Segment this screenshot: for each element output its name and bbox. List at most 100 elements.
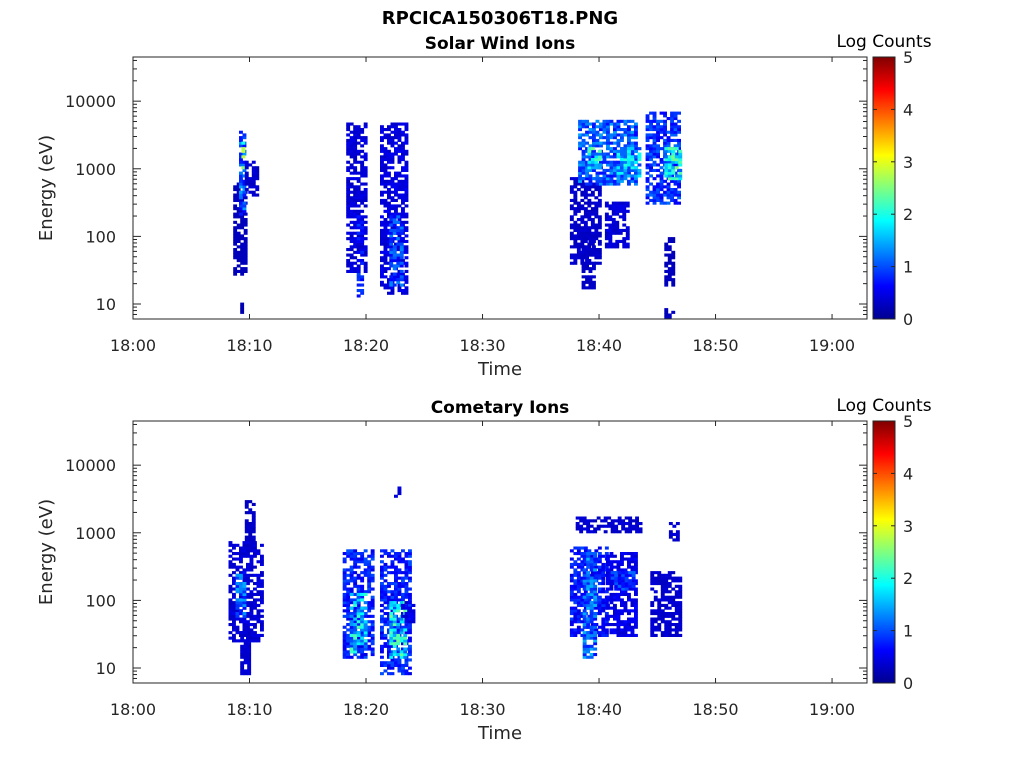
spectrogram-cell	[587, 228, 592, 232]
spectrogram-cell	[624, 571, 629, 575]
spectrogram-cell	[349, 628, 354, 632]
spectrogram-cell	[601, 628, 606, 632]
spectrogram-cell	[594, 253, 599, 257]
spectrogram-cell	[650, 625, 655, 629]
spectrogram-cell	[582, 609, 587, 613]
spectrogram-cell	[399, 653, 404, 657]
spectrogram-cell	[634, 133, 638, 137]
spectrogram-cell	[389, 639, 394, 643]
spectrogram-cell	[397, 592, 402, 596]
spectrogram-cell	[594, 166, 599, 170]
spectrogram-cell	[606, 179, 610, 183]
spectrogram-cell	[587, 259, 592, 263]
spectrogram-cell	[589, 568, 594, 572]
spectrogram-cell	[353, 149, 358, 153]
spectrogram-cell	[240, 269, 245, 273]
spectrogram-cell	[387, 595, 391, 599]
spectrogram-cell	[399, 636, 404, 640]
spectrogram-cell	[353, 601, 358, 605]
spectrogram-cell	[671, 283, 676, 287]
spectrogram-cell	[239, 603, 243, 607]
spectrogram-cell	[628, 527, 633, 531]
spectrogram-cell	[666, 185, 671, 189]
spectrogram-cell	[353, 190, 358, 194]
spectrogram-cell	[602, 141, 607, 145]
spectrogram-cell	[650, 620, 655, 624]
spectrogram-cell	[404, 128, 409, 132]
spectrogram-cell	[592, 280, 596, 284]
spectrogram-cell	[383, 182, 388, 186]
spectrogram-cell	[609, 565, 614, 569]
spectrogram-cell	[363, 152, 368, 156]
spectrogram-cell	[573, 223, 578, 227]
spectrogram-cell	[657, 573, 662, 577]
spectrogram-cell	[363, 220, 368, 224]
spectrogram-cell	[360, 174, 365, 178]
spectrogram-cell	[623, 149, 628, 153]
spectrogram-cell	[349, 141, 354, 145]
spectrogram-cell	[627, 562, 631, 566]
spectrogram-cell	[592, 261, 596, 265]
spectrogram-cell	[244, 177, 249, 181]
spectrogram-cell	[578, 168, 582, 172]
spectrogram-cell	[356, 642, 361, 646]
spectrogram-cell	[623, 620, 628, 624]
spectrogram-cell	[353, 267, 358, 271]
spectrogram-cell	[389, 215, 394, 219]
spectrogram-cell	[397, 582, 402, 586]
spectrogram-cell	[356, 267, 361, 271]
spectrogram-cell	[404, 587, 409, 591]
spectrogram-cell	[399, 250, 404, 254]
spectrogram-cell	[671, 237, 676, 241]
spectrogram-cell	[353, 552, 358, 556]
spectrogram-cell	[670, 188, 674, 192]
spectrogram-cell	[573, 177, 578, 181]
spectrogram-cell	[353, 201, 358, 205]
spectrogram-cell	[581, 237, 586, 241]
spectrogram-cell	[404, 576, 409, 580]
spectrogram-cell	[404, 571, 409, 575]
spectrogram-cell	[597, 185, 602, 189]
spectrogram-cell	[677, 144, 681, 148]
spectrogram-cell	[251, 524, 256, 528]
spectrogram-cell	[634, 168, 638, 172]
spectrogram-cell	[241, 166, 246, 170]
spectrogram-cell	[404, 672, 409, 676]
spectrogram-cell	[660, 573, 665, 577]
spectrogram-cell	[597, 598, 602, 602]
spectrogram-cell	[580, 226, 585, 230]
spectrogram-cell	[387, 590, 391, 594]
spectrogram-cell	[390, 220, 395, 224]
spectrogram-cell	[260, 633, 264, 637]
spectrogram-cell	[597, 603, 602, 607]
spectrogram-cell	[667, 571, 672, 575]
spectrogram-cell	[394, 209, 398, 213]
spectrogram-cell	[590, 193, 595, 197]
spectrogram-cell	[597, 149, 602, 153]
spectrogram-cell	[671, 155, 676, 159]
spectrogram-cell	[613, 147, 617, 151]
spectrogram-cell	[383, 259, 388, 263]
spectrogram-cell	[618, 239, 623, 243]
spectrogram-cell	[397, 568, 402, 572]
y-tick-label: 1000	[75, 524, 116, 543]
spectrogram-cell	[228, 587, 233, 591]
spectrogram-cell	[390, 207, 395, 211]
spectrogram-cell	[394, 571, 398, 575]
spectrogram-cell	[389, 259, 394, 263]
spectrogram-cell	[255, 168, 260, 172]
spectrogram-cell	[609, 595, 614, 599]
spectrogram-cell	[360, 166, 365, 170]
spectrogram-cell	[380, 220, 384, 224]
spectrogram-cell	[576, 250, 581, 254]
spectrogram-cell	[346, 603, 351, 607]
spectrogram-cell	[576, 562, 581, 566]
spectrogram-cell	[653, 582, 658, 586]
spectrogram-cell	[256, 592, 261, 596]
spectrogram-cell	[657, 609, 662, 613]
spectrogram-cell	[631, 573, 636, 577]
spectrogram-cell	[645, 136, 650, 140]
spectrogram-cell	[609, 171, 614, 175]
spectrogram-cell	[583, 212, 588, 216]
spectrogram-cell	[390, 190, 395, 194]
